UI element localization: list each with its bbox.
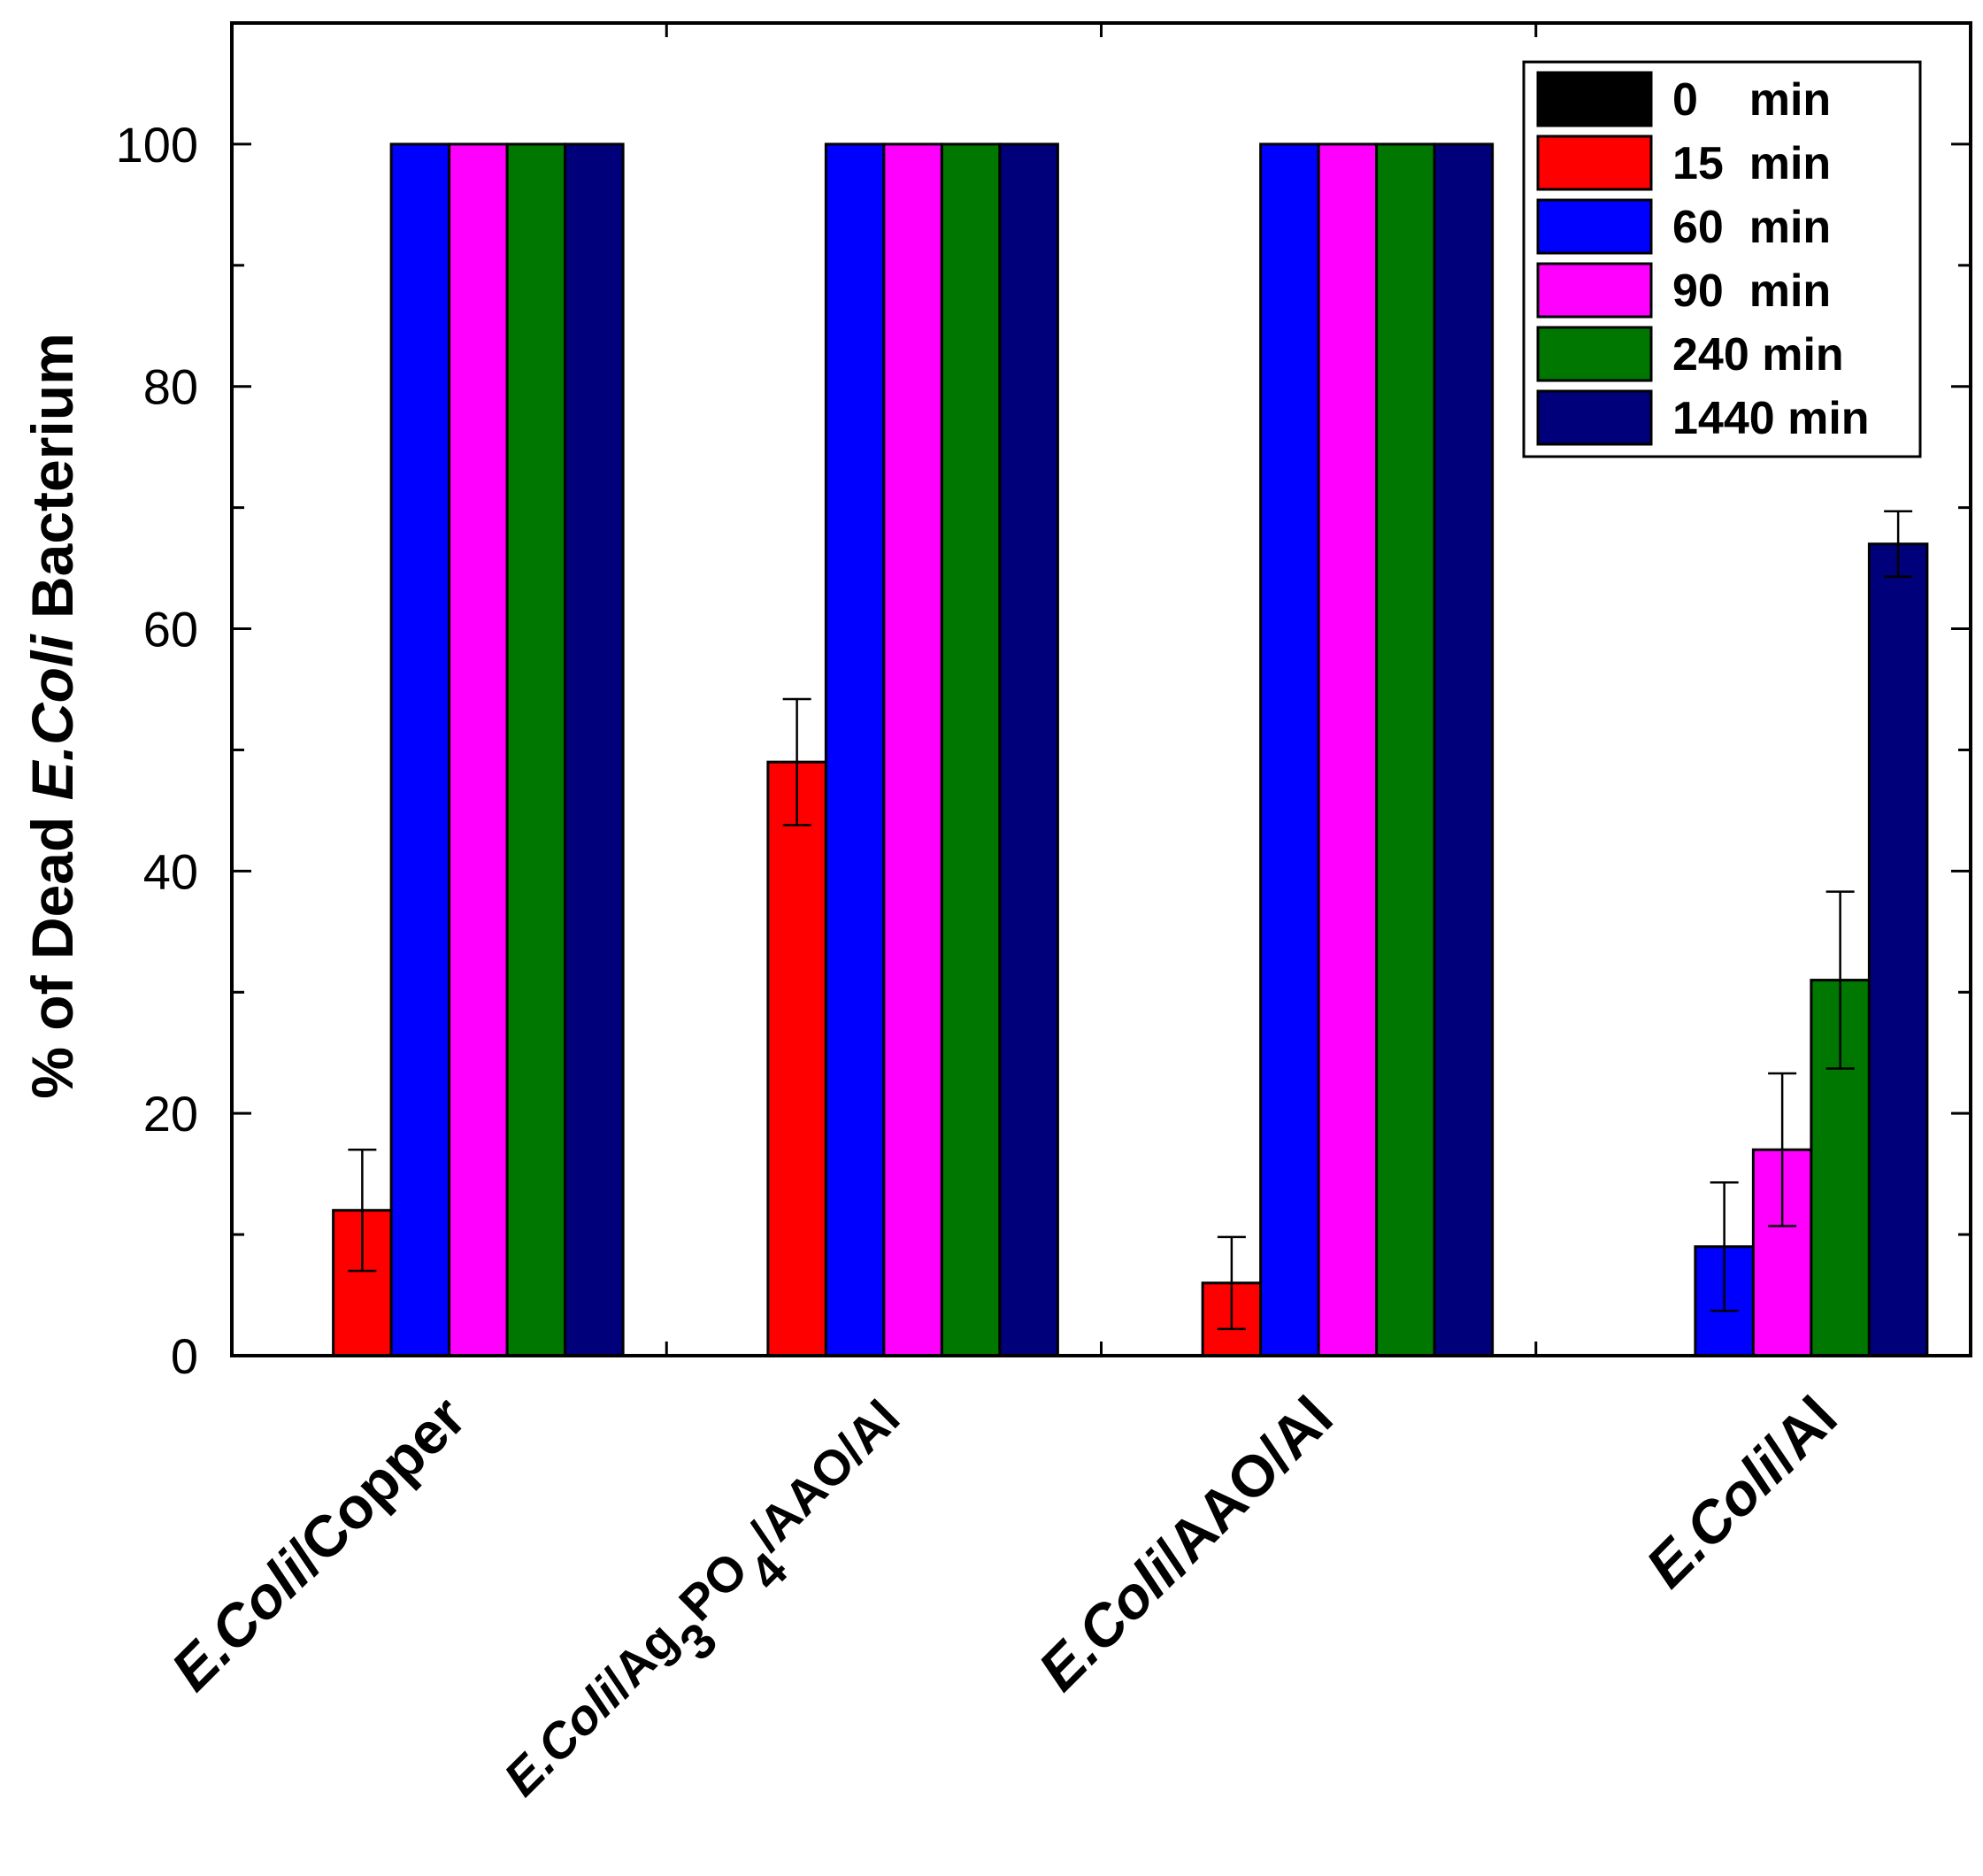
bar-3-series-3 <box>1259 142 1320 1357</box>
bar-3-series-5 <box>1375 142 1436 1357</box>
legend-item-5: 240 min <box>1536 326 1844 382</box>
legend-item-3: 60 min <box>1536 198 1831 255</box>
legend-label: 15 min <box>1672 138 1831 189</box>
legend-item-1: 0 min <box>1536 71 1831 127</box>
legend-label: 60 min <box>1672 202 1831 253</box>
y-tick-label: 60 <box>143 602 198 657</box>
error-bar-1-series-2 <box>348 1149 377 1272</box>
legend-item-4: 90 min <box>1536 262 1831 319</box>
error-bar-3-series-2 <box>1217 1235 1246 1331</box>
legend-swatch <box>1536 262 1653 319</box>
error-bar-4-series-3 <box>1710 1180 1739 1312</box>
x-category-label-4: E.Coli/Al <box>1633 1384 1849 1600</box>
bar-1-series-5 <box>505 142 567 1357</box>
bar-3-series-4 <box>1317 142 1379 1357</box>
x-category-label-2: E.Coli/Ag3PO4/AAO/Al <box>493 1389 930 1826</box>
legend-label: 90 min <box>1672 265 1831 317</box>
y-tick-label: 20 <box>143 1086 198 1142</box>
bar-4-series-6 <box>1867 542 1929 1357</box>
bar-1-series-6 <box>564 142 625 1357</box>
bar-2-series-5 <box>940 142 1002 1357</box>
legend-swatch <box>1536 198 1653 255</box>
y-tick-label: 100 <box>116 117 198 173</box>
error-bar-4-series-6 <box>1884 510 1913 578</box>
error-bar-4-series-4 <box>1768 1072 1797 1227</box>
bar-2-series-4 <box>882 142 943 1357</box>
y-tick-label: 40 <box>143 843 198 899</box>
legend-item-6: 1440 min <box>1536 389 1870 446</box>
bar-2-series-3 <box>824 142 886 1357</box>
bar-1-series-3 <box>389 142 451 1357</box>
x-category-label-3: E.Coli/AAO/Al <box>1026 1384 1345 1703</box>
bar-4-series-4 <box>1751 1148 1813 1357</box>
error-bar-4-series-5 <box>1825 890 1855 1070</box>
y-tick-label: 80 <box>143 359 198 415</box>
legend-label: 1440 min <box>1672 393 1870 444</box>
y-tick-label: 0 <box>171 1328 198 1384</box>
y-axis-title: % of Dead E.Coli Bacterium <box>19 333 85 1099</box>
legend: 0 min 15 min 60 min 90 min 240 min 1440 min <box>1522 60 1922 458</box>
error-bars-layer <box>348 510 1913 1331</box>
legend-swatch <box>1536 135 1653 191</box>
legend-label: 0 min <box>1672 74 1831 126</box>
bar-2-series-6 <box>998 142 1059 1357</box>
legend-label: 240 min <box>1672 329 1844 381</box>
legend-swatch <box>1536 71 1653 127</box>
bar-1-series-4 <box>448 142 509 1357</box>
bars-layer <box>332 142 1929 1357</box>
error-bar-2-series-2 <box>782 697 811 827</box>
ticks-layer <box>232 21 1971 1357</box>
legend-item-2: 15 min <box>1536 135 1831 191</box>
bar-3-series-6 <box>1433 142 1495 1357</box>
x-category-label-1: E.Coli/Copper <box>158 1384 478 1703</box>
bar-2-series-2 <box>766 760 827 1357</box>
legend-swatch <box>1536 389 1653 446</box>
legend-swatch <box>1536 326 1653 382</box>
